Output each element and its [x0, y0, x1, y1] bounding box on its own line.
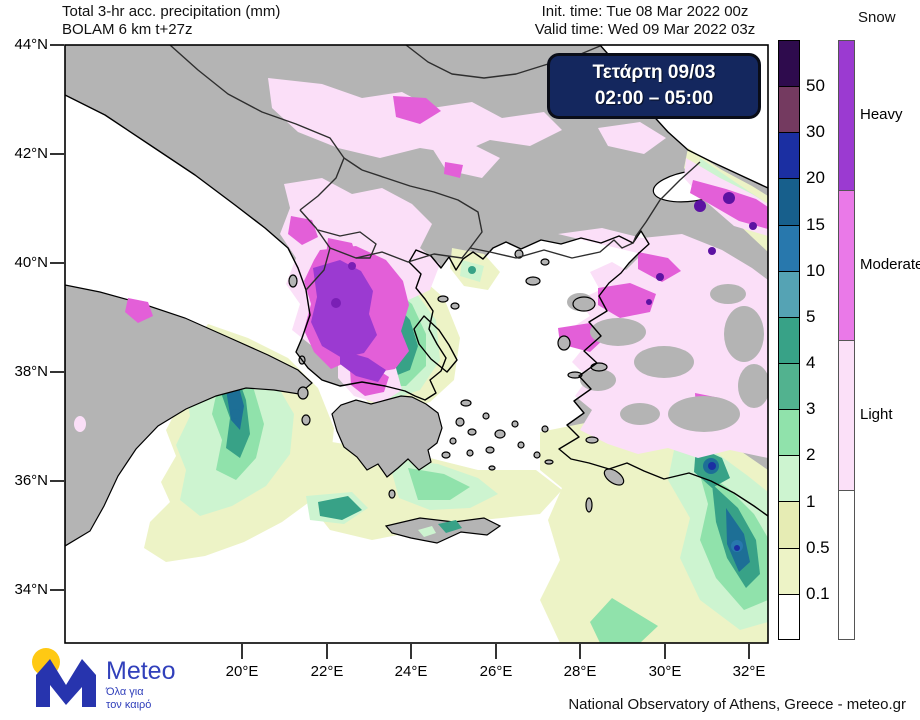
colorbar-segment: [778, 132, 800, 179]
colorbar-value-label: 30: [806, 122, 825, 142]
colorbar-value-label: 20: [806, 168, 825, 188]
longitude-label: 20°E: [225, 663, 259, 680]
snowbar-segment: [838, 40, 855, 190]
snowbar-category-label: Moderate: [860, 256, 920, 273]
colorbar-value-label: 4: [806, 353, 816, 373]
longitude-label: 30°E: [648, 663, 682, 680]
forecast-time-box: Τετάρτη 09/03 02:00 – 05:00: [547, 53, 761, 119]
latitude-label: 44°N: [14, 36, 48, 53]
map-frame: [64, 44, 769, 644]
snowbar-title: Snow: [858, 9, 896, 26]
colorbar-segment: [778, 501, 800, 548]
colorbar-segment: [778, 178, 800, 225]
colorbar-segment: [778, 40, 800, 87]
snowbar-category-label: Light: [860, 406, 893, 423]
land-gaps-layer: [567, 284, 768, 432]
latitude-label: 34°N: [14, 581, 48, 598]
forecast-hours: 02:00 – 05:00: [594, 88, 714, 109]
snowbar-segment: [838, 490, 855, 640]
latitude-label: 36°N: [14, 472, 48, 489]
colorbar-value-label: 5: [806, 306, 816, 326]
latitude-label: 40°N: [14, 254, 48, 271]
colorbar-segment: [778, 455, 800, 502]
forecast-day: Τετάρτη 09/03: [592, 62, 716, 83]
logo-tagline-1: Όλα για: [105, 686, 144, 698]
valid-time: Valid time: Wed 09 Mar 2022 03z: [534, 21, 756, 38]
logo-tagline-2: τον καιρό: [106, 699, 151, 711]
colorbar-value-label: 0.5: [806, 537, 830, 557]
islands-layer: [65, 249, 625, 547]
colorbar-segment: [778, 224, 800, 271]
colorbar-value-label: 0.1: [806, 583, 830, 603]
colorbar-value-label: 10: [806, 260, 825, 280]
snowbar-segment: [838, 190, 855, 340]
colorbar-value-label: 50: [806, 76, 825, 96]
map-title: Total 3-hr acc. precipitation (mm): [62, 3, 281, 20]
colorbar-value-label: 1: [806, 491, 816, 511]
colorbar-segment: [778, 547, 800, 594]
colorbar-segment: [778, 409, 800, 456]
meteo-logo: Meteo Όλα για τον καιρό: [30, 645, 240, 717]
colorbar-segment: [778, 593, 800, 640]
colorbar-value-label: 2: [806, 445, 816, 465]
longitude-label: 28°E: [563, 663, 597, 680]
precipitation-colorbar: [778, 40, 800, 640]
colorbar-value-label: 3: [806, 399, 816, 419]
colorbar-segment: [778, 270, 800, 317]
logo-m-icon: [36, 659, 96, 707]
snow-colorbar: [838, 40, 855, 640]
init-time: Init. time: Tue 08 Mar 2022 00z: [541, 3, 749, 20]
overlay-spots: [74, 298, 462, 537]
longitude-label: 32°E: [732, 663, 766, 680]
snowbar-category-label: Heavy: [860, 106, 903, 123]
attribution-text: National Observatory of Athens, Greece -…: [568, 696, 906, 713]
colorbar-segment: [778, 316, 800, 363]
latitude-label: 38°N: [14, 363, 48, 380]
longitude-label: 22°E: [310, 663, 344, 680]
model-subtitle: BOLAM 6 km t+27z: [62, 21, 193, 38]
snowbar-segment: [838, 340, 855, 490]
logo-wordmark: Meteo: [106, 657, 175, 685]
colorbar-segment: [778, 362, 800, 410]
graticule-ticks: [50, 44, 750, 659]
longitude-label: 24°E: [394, 663, 428, 680]
latitude-label: 42°N: [14, 145, 48, 162]
longitude-label: 26°E: [479, 663, 513, 680]
colorbar-segment: [778, 86, 800, 133]
colorbar-value-label: 15: [806, 214, 825, 234]
